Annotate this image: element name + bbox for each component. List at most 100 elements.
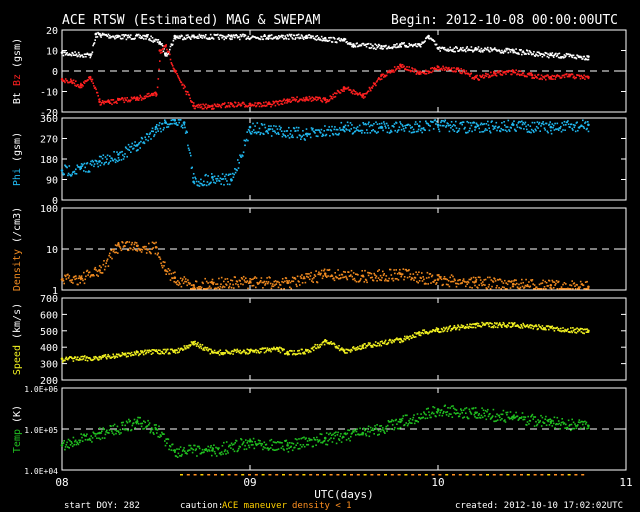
- data-point: [570, 123, 573, 125]
- data-point: [409, 124, 411, 127]
- data-point: [202, 184, 204, 187]
- data-point: [101, 430, 103, 432]
- data-point: [218, 288, 221, 290]
- data-point: [433, 406, 436, 409]
- data-point: [241, 278, 244, 280]
- data-point: [267, 132, 269, 135]
- data-point: [511, 69, 515, 73]
- data-point: [149, 132, 152, 134]
- data-point: [273, 102, 275, 105]
- data-point: [264, 105, 267, 107]
- data-point: [516, 124, 518, 126]
- data-point: [298, 99, 300, 102]
- data-point: [414, 43, 417, 45]
- data-point: [147, 349, 149, 352]
- data-point: [91, 51, 94, 53]
- data-point: [246, 280, 249, 282]
- data-point: [272, 37, 274, 40]
- data-point: [63, 173, 65, 175]
- data-point: [312, 127, 314, 130]
- data-point: [535, 129, 537, 132]
- data-point: [66, 441, 68, 444]
- data-point: [304, 100, 306, 102]
- data-point: [228, 173, 230, 176]
- data-point: [255, 104, 258, 107]
- data-point: [323, 339, 327, 342]
- data-point: [267, 102, 271, 106]
- data-point: [433, 66, 436, 69]
- data-point: [574, 331, 576, 334]
- data-point: [263, 101, 265, 104]
- data-point: [97, 31, 99, 34]
- data-point: [282, 34, 284, 37]
- data-point: [568, 55, 571, 58]
- data-point: [189, 152, 191, 154]
- data-point: [282, 99, 285, 102]
- data-point: [387, 124, 389, 127]
- data-point: [222, 35, 225, 38]
- data-point: [206, 449, 208, 451]
- data-point: [195, 280, 198, 283]
- data-point: [150, 35, 152, 38]
- data-point: [81, 277, 84, 280]
- data-point: [82, 163, 84, 166]
- data-point: [291, 442, 293, 444]
- data-point: [573, 126, 576, 129]
- begin-time: Begin: 2012-10-08 00:00:00UTC: [391, 13, 618, 28]
- data-point: [518, 126, 521, 129]
- data-point: [79, 55, 81, 58]
- data-point: [192, 341, 195, 344]
- data-point: [587, 427, 590, 429]
- data-point: [254, 349, 256, 352]
- data-point: [576, 425, 578, 427]
- data-point: [382, 270, 384, 273]
- data-point: [328, 433, 330, 436]
- caution-marker: [486, 474, 489, 476]
- data-point: [415, 333, 418, 335]
- data-point: [298, 438, 300, 440]
- data-point: [252, 349, 255, 352]
- data-point: [85, 357, 87, 359]
- data-point: [510, 127, 512, 129]
- y-tick-label: 500: [40, 327, 58, 338]
- data-point: [403, 338, 405, 340]
- data-point: [112, 353, 114, 356]
- data-point: [218, 38, 220, 40]
- data-point: [145, 95, 148, 98]
- series-phi: [60, 119, 590, 187]
- data-point: [191, 34, 193, 37]
- data-point: [112, 250, 115, 253]
- data-point: [531, 279, 534, 281]
- data-point: [117, 160, 119, 163]
- data-point: [176, 349, 178, 352]
- caution-marker: [336, 474, 340, 476]
- data-point: [333, 92, 336, 94]
- data-point: [93, 274, 95, 277]
- data-point: [216, 180, 218, 182]
- data-point: [201, 448, 204, 451]
- data-point: [315, 39, 318, 41]
- data-point: [90, 80, 93, 83]
- data-point: [127, 249, 130, 251]
- data-point: [502, 129, 505, 131]
- data-point: [251, 36, 253, 39]
- data-point: [277, 441, 279, 443]
- data-point: [331, 275, 334, 277]
- data-point: [537, 419, 539, 421]
- data-point: [331, 125, 333, 128]
- data-point: [496, 322, 498, 324]
- data-point: [164, 45, 167, 48]
- data-point: [283, 449, 285, 451]
- data-point: [157, 78, 160, 80]
- data-point: [560, 424, 562, 426]
- data-point: [361, 274, 365, 278]
- data-point: [385, 275, 388, 277]
- data-point: [511, 415, 515, 419]
- data-point: [395, 68, 397, 70]
- data-point: [197, 35, 199, 38]
- data-point: [274, 131, 277, 134]
- data-point: [84, 166, 86, 169]
- data-point: [193, 182, 196, 185]
- data-point: [401, 42, 403, 44]
- data-point: [182, 278, 184, 280]
